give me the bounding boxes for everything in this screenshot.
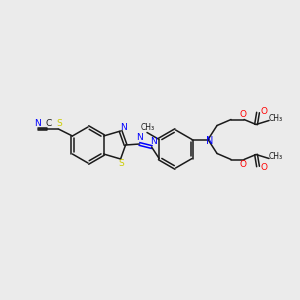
- Text: N: N: [206, 136, 214, 146]
- Text: CH₃: CH₃: [141, 123, 155, 132]
- Text: CH₃: CH₃: [269, 114, 283, 123]
- Text: O: O: [260, 163, 268, 172]
- Text: S: S: [56, 119, 62, 128]
- Text: S: S: [119, 160, 124, 169]
- Text: N: N: [150, 136, 157, 146]
- Text: N: N: [136, 134, 143, 142]
- Text: C: C: [45, 118, 52, 127]
- Text: N: N: [34, 118, 41, 127]
- Text: CH₃: CH₃: [269, 152, 283, 161]
- Text: O: O: [239, 110, 247, 119]
- Text: O: O: [260, 107, 268, 116]
- Text: N: N: [120, 122, 127, 131]
- Text: O: O: [239, 160, 247, 169]
